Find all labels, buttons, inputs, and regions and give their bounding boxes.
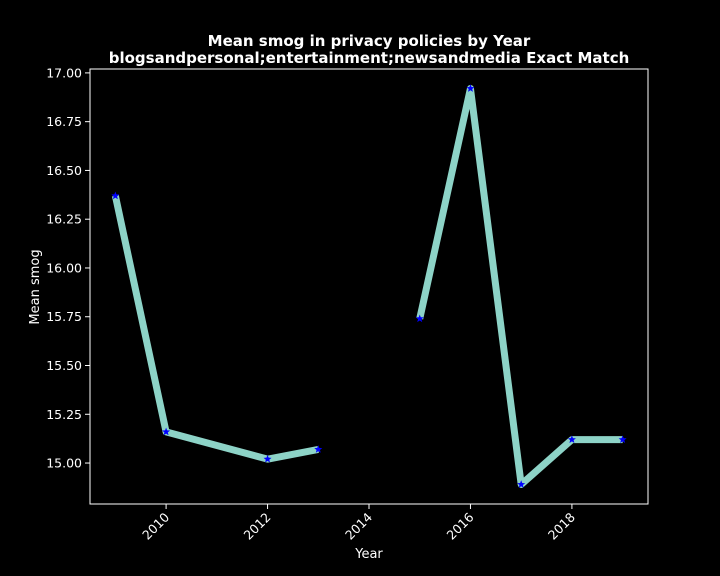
data-point-star [567,435,576,444]
data-point-star [162,427,171,436]
y-axis-label: Mean smog [28,249,43,324]
y-tick-label: 16.25 [46,212,82,227]
chart-subtitle: blogsandpersonal;entertainment;newsandme… [109,49,630,67]
y-tick-label: 16.00 [46,260,82,275]
chart-title: Mean smog in privacy policies by Year [208,32,531,50]
data-point-star [111,191,120,200]
data-point-star [314,445,323,453]
data-point-star [466,84,475,92]
y-axis: 15.00 15.25 15.50 15.75 16.00 16.25 16.50 16.75… [46,65,90,471]
data-point-star [415,314,424,323]
data-point-star [263,454,272,463]
data-point-star [618,435,627,444]
x-axis-label: Year [354,547,383,562]
y-tick-label: 15.50 [46,358,82,373]
series-points [111,84,627,488]
y-tick-label: 16.50 [46,163,82,178]
y-tick-label: 15.25 [46,407,82,422]
y-tick-label: 15.75 [46,309,82,324]
series-line-segment [111,195,319,463]
y-tick-label: 17.00 [46,65,82,80]
y-tick-label: 16.75 [46,114,82,129]
y-tick-label: 15.00 [46,456,82,471]
data-point-star [517,480,526,488]
